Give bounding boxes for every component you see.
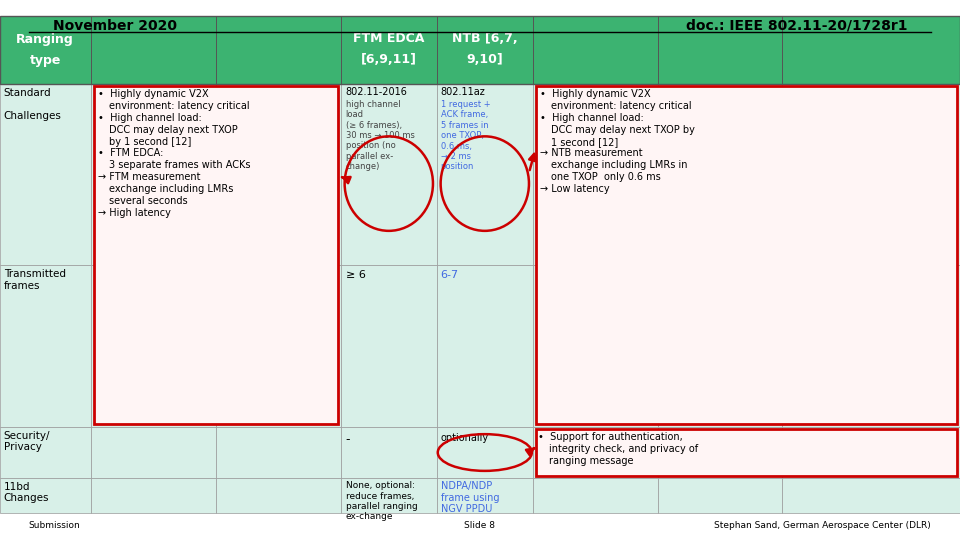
Text: None, optional:
reduce frames,
parallel ranging
ex-change: None, optional: reduce frames, parallel …	[346, 481, 418, 521]
Text: environment: latency critical: environment: latency critical	[109, 101, 250, 111]
Text: Privacy: Privacy	[4, 442, 41, 452]
Text: ≥ 6: ≥ 6	[346, 270, 366, 280]
Text: 3 separate frames with ACKs: 3 separate frames with ACKs	[109, 160, 251, 171]
Bar	[91, 427, 216, 478]
Bar	[533, 427, 658, 478]
Text: November 2020: November 2020	[53, 19, 177, 33]
Text: optionally: optionally	[441, 433, 489, 443]
Text: ranging message: ranging message	[549, 456, 634, 466]
Bar	[0, 265, 91, 427]
Text: NDPA/NDP
frame using
NGV PPDU: NDPA/NDP frame using NGV PPDU	[441, 481, 499, 514]
Bar	[658, 478, 782, 513]
Bar	[91, 84, 216, 265]
Bar	[0, 427, 91, 478]
Text: several seconds: several seconds	[109, 196, 188, 206]
Text: 1 second [12]: 1 second [12]	[551, 137, 618, 147]
Bar	[437, 478, 533, 513]
Bar	[782, 265, 960, 427]
Text: 6-7: 6-7	[441, 270, 459, 280]
Text: frames: frames	[4, 281, 40, 291]
Bar	[341, 265, 437, 427]
Text: -: -	[346, 433, 350, 446]
Text: •  Highly dynamic V2X: • Highly dynamic V2X	[98, 89, 208, 99]
Text: •  Support for authentication,: • Support for authentication,	[538, 432, 683, 442]
Bar	[782, 478, 960, 513]
Bar	[782, 427, 960, 478]
Text: Stephan Sand, German Aerospace Center (DLR): Stephan Sand, German Aerospace Center (D…	[714, 521, 931, 530]
Text: Ranging: Ranging	[16, 32, 74, 46]
Bar	[341, 84, 437, 265]
Bar	[437, 84, 533, 265]
Text: FTM EDCA: FTM EDCA	[353, 31, 424, 45]
Bar	[341, 478, 437, 513]
Text: •  FTM EDCA:: • FTM EDCA:	[98, 148, 163, 159]
Text: •  High channel load:: • High channel load:	[540, 113, 643, 123]
Text: environment: latency critical: environment: latency critical	[551, 101, 691, 111]
Text: one TXOP  only 0.6 ms: one TXOP only 0.6 ms	[551, 172, 660, 183]
Text: exchange including LMRs in: exchange including LMRs in	[551, 160, 687, 171]
Text: type: type	[30, 54, 60, 68]
Bar	[536, 86, 957, 424]
Bar	[91, 265, 216, 427]
Text: doc.: IEEE 802.11-20/1728r1: doc.: IEEE 802.11-20/1728r1	[685, 19, 907, 33]
Text: Challenges: Challenges	[4, 111, 61, 121]
Text: → Low latency: → Low latency	[540, 184, 610, 194]
Bar	[782, 84, 960, 265]
Bar	[341, 427, 437, 478]
Text: → FTM measurement: → FTM measurement	[98, 172, 201, 183]
Bar	[0, 16, 960, 84]
Bar	[533, 265, 658, 427]
Bar	[658, 84, 782, 265]
Text: Standard: Standard	[4, 88, 52, 98]
Bar	[0, 478, 91, 513]
Text: → High latency: → High latency	[98, 208, 171, 218]
Text: by 1 second [12]: by 1 second [12]	[109, 137, 192, 147]
Bar	[216, 427, 341, 478]
Text: DCC may delay next TXOP by: DCC may delay next TXOP by	[551, 125, 695, 135]
Bar	[94, 86, 338, 424]
Text: 1 request +
ACK frame,
5 frames in
one TXOP,
0.6 ms,
→ 2 ms
position: 1 request + ACK frame, 5 frames in one T…	[441, 100, 491, 171]
Text: Submission: Submission	[29, 521, 81, 530]
Text: high channel
load
(≥ 6 frames),
30 ms → 100 ms
position (no
parallel ex-
change): high channel load (≥ 6 frames), 30 ms → …	[346, 100, 415, 171]
Text: exchange including LMRs: exchange including LMRs	[109, 184, 234, 194]
Text: 11bd: 11bd	[4, 482, 31, 492]
Text: 9,10]: 9,10]	[467, 53, 503, 66]
Text: 802.11-2016: 802.11-2016	[346, 87, 407, 97]
Bar	[91, 478, 216, 513]
Bar	[658, 427, 782, 478]
Bar	[216, 478, 341, 513]
Text: Changes: Changes	[4, 493, 49, 503]
Text: •  High channel load:: • High channel load:	[98, 113, 202, 123]
Text: Slide 8: Slide 8	[465, 521, 495, 530]
Text: DCC may delay next TXOP: DCC may delay next TXOP	[109, 125, 238, 135]
Bar	[533, 84, 658, 265]
Bar	[0, 84, 91, 265]
Text: Transmitted: Transmitted	[4, 269, 66, 279]
Bar	[533, 478, 658, 513]
Bar	[536, 429, 957, 476]
Text: NTB [6,7,: NTB [6,7,	[452, 31, 517, 45]
Text: → NTB measurement: → NTB measurement	[540, 148, 642, 159]
Text: 802.11az: 802.11az	[441, 87, 486, 97]
Bar	[437, 265, 533, 427]
Bar	[216, 265, 341, 427]
Bar	[658, 265, 782, 427]
Text: [6,9,11]: [6,9,11]	[361, 53, 417, 66]
Bar	[437, 427, 533, 478]
Text: •  Highly dynamic V2X: • Highly dynamic V2X	[540, 89, 650, 99]
Text: integrity check, and privacy of: integrity check, and privacy of	[549, 444, 698, 454]
Bar	[216, 84, 341, 265]
Text: Security/: Security/	[4, 431, 50, 441]
